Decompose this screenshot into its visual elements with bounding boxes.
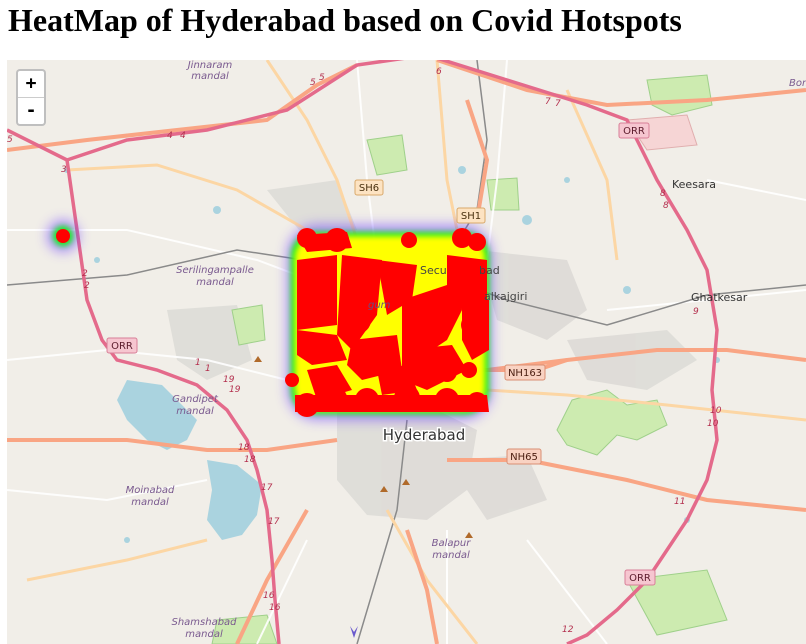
peak-icon: [402, 479, 410, 485]
label-serilingampalle: Serilingampalle: [176, 265, 254, 276]
svg-text:2: 2: [84, 281, 90, 291]
place-labels: Hyderabad Secu bad alkajgiri gum Ghatkes…: [126, 60, 806, 640]
primary-roads: [26, 60, 806, 644]
minor-roads: [7, 60, 806, 644]
svg-text:16: 16: [263, 591, 275, 601]
svg-text:NH163: NH163: [508, 368, 542, 379]
label-gandipet: Gandipet: [172, 394, 219, 405]
zoom-out-button[interactable]: -: [18, 98, 44, 124]
shield-sh6: SH6: [354, 179, 384, 196]
svg-text:9: 9: [693, 307, 699, 317]
page-title: HeatMap of Hyderabad based on Covid Hots…: [8, 2, 682, 38]
shield-nh163: NH163: [504, 364, 546, 381]
svg-text:3: 3: [61, 165, 67, 175]
urban-areas: [167, 180, 697, 520]
parks: [211, 74, 728, 644]
svg-text:7: 7: [555, 99, 561, 109]
heatmap-layer: [47, 220, 492, 420]
map-canvas[interactable]: ORR ORR ORR SH6 SH1 NH163: [7, 60, 806, 644]
outer-ring-road: [65, 60, 719, 644]
label-jinnaram: Jinnaram: [186, 60, 233, 71]
label-balapur-mandal: mandal: [432, 550, 470, 561]
label-bom: Bom: [789, 78, 806, 89]
svg-text:5: 5: [319, 73, 325, 83]
label-balapur: Balapur: [432, 538, 472, 549]
svg-text:17: 17: [261, 483, 273, 493]
label-keesara: Keesara: [672, 178, 716, 191]
svg-text:8: 8: [663, 201, 669, 211]
svg-text:8: 8: [660, 189, 666, 199]
airport-icon: [350, 626, 358, 638]
label-serilingampalle-mandal: mandal: [196, 277, 234, 288]
svg-text:SH1: SH1: [461, 211, 481, 222]
svg-text:NH65: NH65: [510, 452, 538, 463]
shield-orr-w: ORR: [106, 337, 138, 354]
svg-text:18: 18: [244, 455, 256, 465]
shield-sh1: SH1: [456, 207, 486, 224]
label-shamshabad: Shamshabad: [171, 617, 237, 628]
svg-text:17: 17: [268, 517, 280, 527]
svg-text:1: 1: [205, 364, 211, 374]
svg-text:2: 2: [82, 269, 88, 279]
svg-text:ORR: ORR: [623, 126, 645, 137]
svg-text:10: 10: [707, 419, 719, 429]
road-shields: ORR ORR ORR SH6 SH1 NH163: [106, 122, 656, 586]
svg-text:ORR: ORR: [629, 573, 651, 584]
label-begumpet: gum: [368, 300, 391, 311]
svg-text:18: 18: [238, 443, 250, 453]
water-bodies: [64, 166, 720, 543]
zoom-in-button[interactable]: +: [18, 71, 44, 98]
label-hyderabad: Hyderabad: [383, 426, 466, 444]
svg-text:7: 7: [545, 97, 551, 107]
route-numbers: 5 5 6 7 7 4 4 3 2 2 8 8 9 1 1 19 19 18 1…: [61, 67, 722, 635]
peak-icon: [465, 532, 473, 538]
label-moinabad-mandal: mandal: [131, 497, 169, 508]
peak-icon: [254, 356, 262, 362]
svg-text:SH6: SH6: [359, 183, 379, 194]
shield-nh65: NH65: [506, 448, 542, 465]
svg-text:1: 1: [195, 358, 201, 368]
landmark-markers: [254, 356, 473, 638]
svg-text:6: 6: [436, 67, 442, 77]
svg-text:4: 4: [180, 131, 186, 141]
label-secunderabad-tail: bad: [479, 264, 500, 277]
motorway-west: [7, 128, 68, 162]
heatmap-map[interactable]: ORR ORR ORR SH6 SH1 NH163: [7, 60, 806, 644]
label-jinnaram-mandal: mandal: [191, 71, 229, 82]
label-gandipet-mandal: mandal: [176, 406, 214, 417]
svg-text:16: 16: [269, 603, 281, 613]
route-label-west: 5: [7, 135, 13, 145]
label-ghatkesar: Ghatkesar: [691, 291, 748, 304]
svg-text:19: 19: [229, 385, 241, 395]
zoom-control: + -: [16, 69, 46, 126]
svg-text:ORR: ORR: [111, 341, 133, 352]
peak-icon: [380, 486, 388, 492]
hotspot-cluster: [56, 228, 489, 417]
svg-text:5: 5: [310, 78, 316, 88]
svg-text:11: 11: [674, 497, 685, 507]
svg-text:12: 12: [562, 625, 574, 635]
svg-text:4: 4: [167, 131, 173, 141]
label-malkajgiri: alkajgiri: [484, 290, 527, 303]
label-shamshabad-mandal: mandal: [185, 629, 223, 640]
trunk-roads: [7, 60, 806, 644]
shield-orr-ne: ORR: [618, 122, 650, 139]
label-moinabad: Moinabad: [126, 485, 175, 496]
svg-text:19: 19: [223, 375, 235, 385]
svg-text:10: 10: [710, 406, 722, 416]
shield-orr-se: ORR: [624, 569, 656, 586]
label-secunderabad: Secu: [420, 264, 447, 277]
